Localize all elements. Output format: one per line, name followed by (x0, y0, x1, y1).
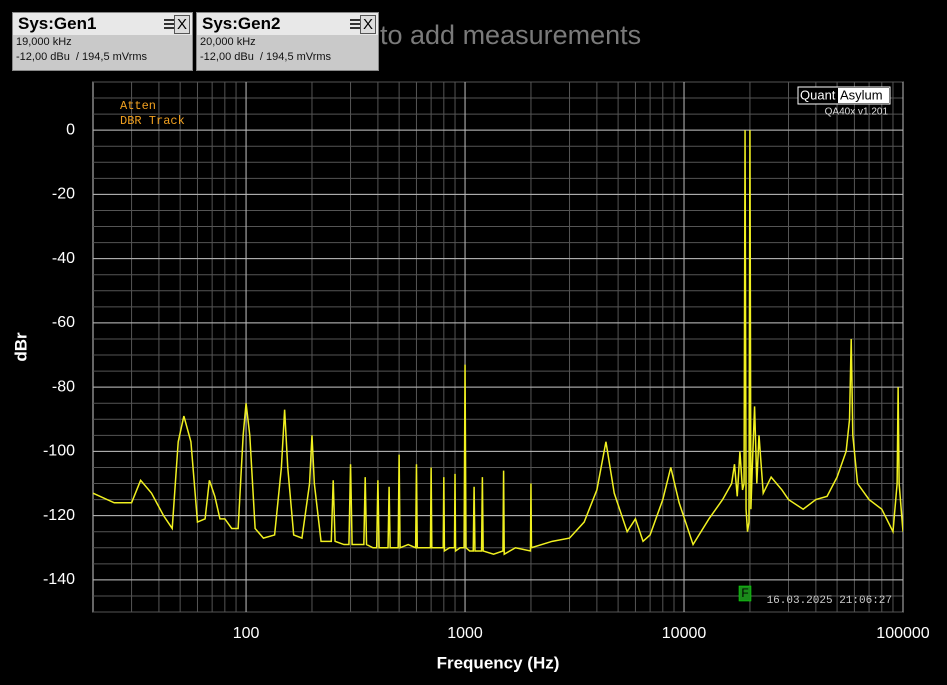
y-tick-label: -60 (52, 314, 75, 331)
panel-header: Sys:Gen2 X (197, 13, 378, 35)
x-axis-label: Frequency (Hz) (437, 653, 560, 672)
spectrum-line (93, 130, 903, 556)
x-tick-label: 100 (233, 625, 260, 642)
panel-frequency: 19,000 kHz (16, 36, 72, 48)
chart: 0 -20 -40 -60 -80 -100 -120 -140 100 1000 10000 100… (11, 81, 930, 672)
y-tick-label: -140 (43, 571, 75, 588)
annotation: Atten (120, 99, 156, 113)
menu-icon[interactable] (350, 19, 360, 29)
panel-level: -12,00 dBu / 194,5 mVrms (200, 51, 332, 63)
marker-box[interactable] (738, 585, 752, 602)
y-tick-label: -120 (43, 507, 75, 524)
y-tick-label: -40 (52, 250, 75, 267)
logo-fill (838, 88, 889, 103)
y-axis-label: dBr (11, 332, 30, 362)
marker-label[interactable]: F (741, 586, 748, 600)
y-tick-label: -100 (43, 443, 75, 460)
y-tick-label: -80 (52, 378, 75, 395)
x-tick-label: 10000 (662, 625, 707, 642)
y-tick-label: 0 (66, 121, 75, 138)
panel-header: Sys:Gen1 X (13, 13, 192, 35)
logo-left: Quant (800, 87, 836, 102)
add-measurements-hint[interactable]: to add measurements (380, 20, 642, 50)
panel-level: -12,00 dBu / 194,5 mVrms (16, 51, 148, 63)
generator-panel[interactable]: Sys:Gen2 X 20,000 kHz -12,00 dBu / 194,5… (196, 12, 379, 71)
panel-title: Sys:Gen1 (18, 14, 97, 33)
y-tick-label: -20 (52, 186, 75, 203)
panel-title: Sys:Gen2 (202, 14, 281, 33)
panel-frequency: 20,000 kHz (200, 36, 256, 48)
timestamp: 16.03.2025 21:06:27 (767, 595, 892, 607)
annotation: DBR Track (120, 114, 185, 128)
x-tick-label: 1000 (447, 625, 483, 642)
menu-icon[interactable] (164, 19, 174, 29)
logo-right: Asylum (840, 87, 883, 102)
x-tick-label: 100000 (876, 625, 929, 642)
generator-panel[interactable]: Sys:Gen1 X 19,000 kHz -12,00 dBu / 194,5… (12, 12, 193, 71)
close-button[interactable]: X (360, 15, 376, 34)
close-button[interactable]: X (174, 15, 190, 34)
version: QA40x v1.201 (825, 107, 889, 118)
plot-area (92, 81, 904, 613)
